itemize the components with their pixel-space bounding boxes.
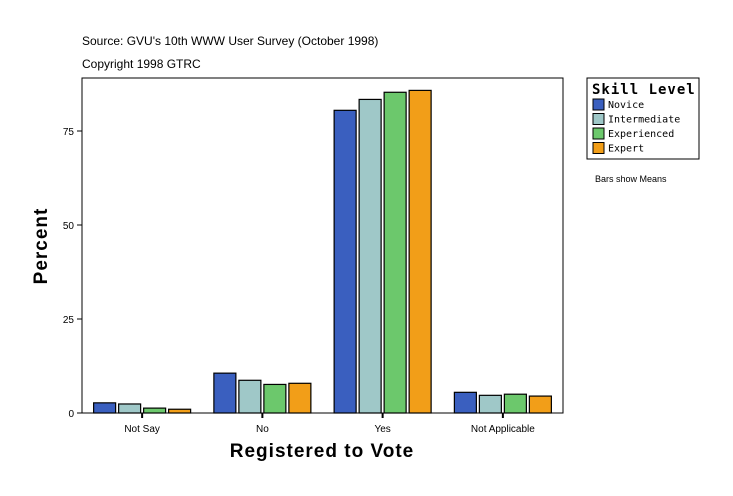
bar-experienced-3: [503, 393, 527, 414]
legend: Skill Level Novice Intermediate Experience…: [586, 77, 700, 160]
legend-label: Expert: [608, 144, 644, 155]
x-tick-label: Not Applicable: [471, 424, 535, 435]
bar-novice-1: [213, 372, 237, 414]
bar-novice-3: [453, 391, 477, 414]
bar-experienced-0: [143, 407, 167, 414]
legend-label: Intermediate: [608, 115, 680, 126]
bar-experienced-1: [263, 383, 287, 414]
x-tick-label: No: [256, 424, 269, 435]
y-tick-label: 75: [63, 127, 75, 138]
bar-intermediate-3: [478, 394, 502, 414]
bar-expert-1: [288, 382, 312, 414]
x-axis-label: Registered to Vote: [230, 441, 414, 462]
y-axis-label: Percent: [31, 208, 52, 285]
bar-expert-0: [168, 408, 192, 414]
x-tick-label: Yes: [374, 424, 390, 435]
y-tick-label: 0: [68, 409, 74, 420]
legend-title: Skill Level: [592, 82, 696, 98]
note-text: Bars show Means: [595, 174, 667, 184]
copyright-text: Copyright 1998 GTRC: [82, 57, 201, 71]
legend-swatch: [592, 113, 605, 125]
bar-intermediate-1: [238, 379, 262, 414]
legend-swatch: [592, 142, 605, 154]
x-tick-label: Not Say: [124, 424, 160, 435]
legend-swatch: [592, 98, 605, 111]
legend-label: Novice: [608, 100, 644, 111]
legend-label: Experienced: [608, 129, 674, 140]
y-tick-label: 50: [63, 221, 75, 232]
bar-intermediate-2: [358, 98, 382, 414]
bar-intermediate-0: [118, 403, 142, 414]
source-text: Source: GVU's 10th WWW User Survey (Octo…: [82, 34, 378, 48]
y-tick-label: 25: [63, 315, 75, 326]
bar-expert-3: [528, 395, 552, 414]
bar-novice-2: [333, 109, 357, 414]
bar-experienced-2: [383, 91, 407, 414]
legend-swatch: [592, 127, 605, 140]
bar-expert-2: [408, 89, 432, 414]
plot-area: [81, 77, 564, 414]
bar-novice-0: [93, 402, 117, 414]
